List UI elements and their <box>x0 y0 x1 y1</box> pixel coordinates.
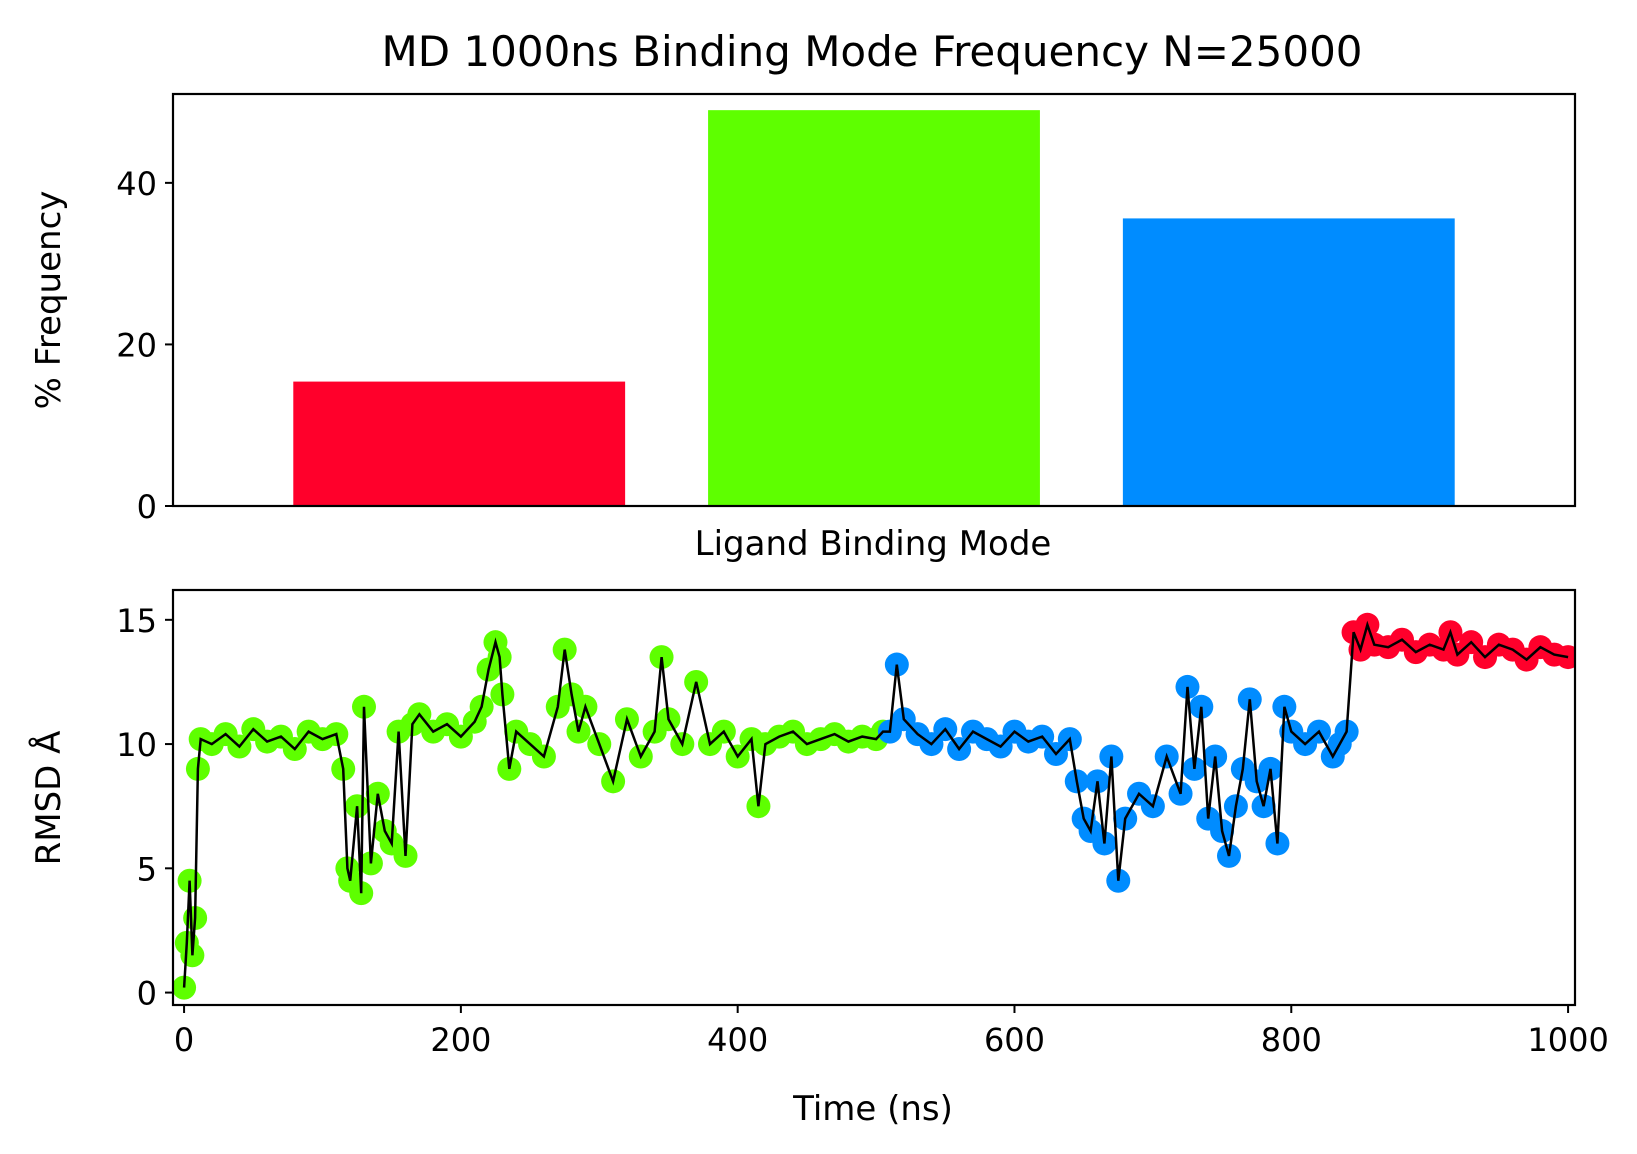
top-y-tick-label: 40 <box>116 165 157 203</box>
bar-3 <box>1122 218 1455 506</box>
bottom-y-axis-label: RMSD Å <box>28 731 69 866</box>
chart-title: MD 1000ns Binding Mode Frequency N=25000 <box>381 27 1362 76</box>
top-y-axis-label: % Frequency <box>29 191 69 410</box>
bottom-x-tick-label: 0 <box>174 1021 194 1059</box>
bottom-y-tick-label: 10 <box>116 726 157 764</box>
bottom-y-tick-label: 15 <box>116 602 157 640</box>
top-y-ticks: 0 20 40 <box>116 165 173 526</box>
rmsd-scatter <box>173 612 1575 1000</box>
bottom-x-tick-label: 800 <box>1261 1021 1322 1059</box>
bottom-x-tick-label: 400 <box>707 1021 768 1059</box>
top-y-tick-label: 20 <box>116 326 157 364</box>
bar-1 <box>293 381 626 506</box>
bottom-y-tick-label: 0 <box>137 975 157 1013</box>
bottom-x-tick-label: 1000 <box>1527 1021 1608 1059</box>
bottom-y-ticks: 0 5 10 15 <box>116 602 173 1013</box>
bottom-x-tick-label: 600 <box>984 1021 1045 1059</box>
rmsd-trace-line <box>182 620 1569 988</box>
top-axes-frame <box>171 92 1577 508</box>
bottom-x-ticks: 0 200 400 600 800 1000 <box>174 1005 1609 1059</box>
top-y-tick-label: 0 <box>137 488 157 526</box>
bottom-y-tick-label: 5 <box>137 850 157 888</box>
bar-2 <box>708 110 1040 506</box>
bottom-x-tick-label: 200 <box>430 1021 491 1059</box>
bar-group <box>293 110 1455 506</box>
bottom-axes-frame <box>171 588 1577 1007</box>
bottom-x-axis-label: Time (ns) <box>792 1089 953 1129</box>
top-x-axis-label: Ligand Binding Mode <box>695 524 1052 564</box>
